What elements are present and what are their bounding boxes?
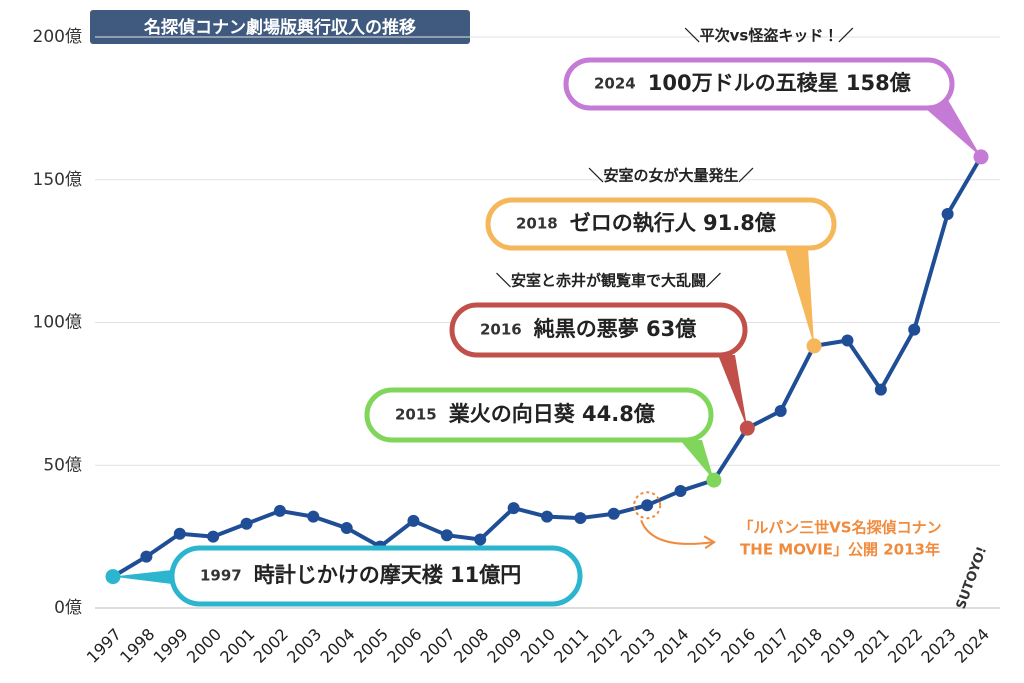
callout-box: [449, 302, 748, 358]
x-tick-label: 2016: [717, 625, 759, 667]
callout-text: 純黒の悪夢 63億: [533, 317, 697, 341]
data-point: [240, 517, 253, 530]
x-tick-label: 2002: [250, 625, 292, 667]
callout-box: [485, 197, 837, 251]
data-point: [340, 522, 353, 535]
data-point: [140, 550, 153, 563]
x-tick-label: 2011: [550, 625, 592, 667]
callout-box: [563, 57, 955, 111]
x-tick-label: 2008: [450, 625, 492, 667]
data-point: [307, 510, 320, 523]
x-tick-label: 2007: [417, 625, 459, 667]
watermark: SUTOYO!: [954, 545, 990, 612]
callout-pointer: [785, 248, 815, 346]
x-tick-label: 2006: [383, 625, 425, 667]
x-tick-label: 2014: [650, 625, 692, 667]
callout-pointer: [718, 355, 748, 429]
y-tick-label: 50億: [43, 455, 82, 475]
callout-text: 時計じかけの摩天楼 11億円: [254, 563, 522, 587]
x-tick-label: 2012: [584, 625, 626, 667]
x-tick-label: 2001: [216, 625, 258, 667]
y-tick-label: 0億: [54, 598, 82, 618]
chart-title: 名探偵コナン劇場版興行収入の推移: [143, 17, 416, 38]
callout-year: 2024: [594, 75, 636, 93]
x-tick-label: 2004: [316, 625, 358, 667]
x-tick-label: 2018: [784, 625, 826, 667]
x-tick-label: 2022: [884, 625, 926, 667]
data-point: [507, 502, 520, 515]
callout-text: ゼロの執行人 91.8億: [570, 211, 776, 235]
x-tick-label: 2021: [851, 625, 893, 667]
x-tick-label: 2010: [517, 625, 559, 667]
x-tick-label: 2003: [283, 625, 325, 667]
x-tick-label: 1999: [150, 625, 192, 667]
callout-subtitle: ＼安室と赤井が観覧車で大乱闘／: [496, 272, 721, 290]
note-text: 「ルパン三世VS名探偵コナン: [738, 519, 941, 537]
data-point: [207, 530, 220, 543]
x-tick-label: 1997: [83, 625, 125, 667]
callout-pointer: [113, 570, 172, 584]
x-tick-label: 2009: [483, 625, 525, 667]
data-point: [407, 514, 420, 527]
data-point: [173, 527, 186, 540]
data-point: [874, 383, 887, 396]
note-text: THE MOVIE」公開 2013年: [740, 541, 940, 559]
x-tick-label: 2005: [350, 625, 392, 667]
callout-subtitle: ＼安室の女が大量発生／: [588, 167, 753, 185]
callout-pointer: [925, 100, 981, 157]
note-arrowhead: [703, 535, 717, 550]
x-tick-label: 2017: [750, 625, 792, 667]
callout-pointer: [680, 440, 714, 481]
callout-year: 2018: [516, 215, 558, 233]
note-arrow: [640, 519, 713, 545]
x-tick-label: 2013: [617, 625, 659, 667]
title-box: [90, 10, 470, 44]
data-point: [674, 484, 687, 497]
x-tick-label: 2023: [917, 625, 959, 667]
x-tick-label: 2024: [951, 625, 993, 667]
y-tick-label: 200億: [33, 27, 82, 47]
data-point: [440, 529, 453, 542]
data-point: [273, 504, 286, 517]
data-point: [474, 533, 487, 546]
data-point: [841, 334, 854, 347]
callout-text: 業火の向日葵 44.8億: [449, 402, 655, 426]
data-point: [941, 208, 954, 221]
x-tick-label: 1998: [116, 625, 158, 667]
x-tick-label: 2019: [817, 625, 859, 667]
data-point: [641, 499, 654, 512]
callout-text: 100万ドルの五稜星 158億: [648, 71, 911, 95]
callout-year: 2015: [395, 406, 437, 424]
callout-box: [364, 387, 714, 443]
x-tick-label: 2015: [684, 625, 726, 667]
note-ring: [633, 491, 662, 520]
callout-year: 2016: [480, 321, 522, 339]
y-tick-label: 150億: [33, 170, 82, 190]
callout-year: 1997: [200, 567, 242, 585]
data-point: [908, 323, 921, 336]
data-point: [774, 405, 787, 418]
y-tick-label: 100億: [33, 313, 82, 333]
data-point: [541, 510, 553, 523]
data-point: [607, 507, 620, 520]
data-point: [574, 512, 587, 525]
x-tick-label: 2000: [183, 625, 225, 667]
callout-subtitle: ＼平次vs怪盗キッド！／: [685, 27, 854, 45]
callout-box: [169, 545, 583, 607]
